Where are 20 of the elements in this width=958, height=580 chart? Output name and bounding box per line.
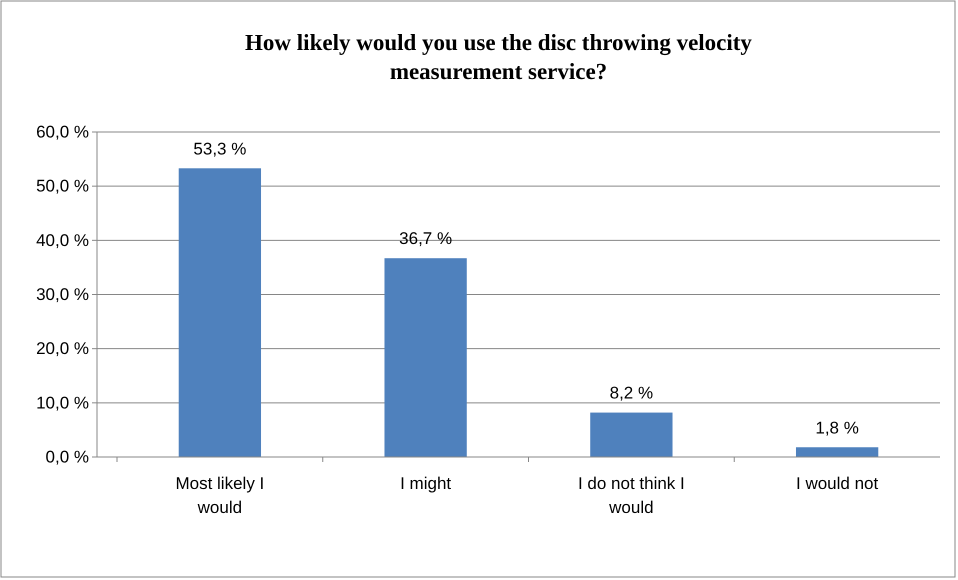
y-tick-label: 50,0 %	[36, 176, 89, 196]
data-label: 1,8 %	[815, 418, 859, 438]
y-tick-label: 30,0 %	[36, 284, 89, 304]
y-tick-label: 20,0 %	[36, 339, 89, 358]
bar	[384, 258, 467, 457]
bar	[178, 168, 262, 457]
y-tick-label: 0,0 %	[46, 447, 89, 466]
x-tick-label: I would not	[796, 474, 879, 493]
y-tick-label: 10,0 %	[36, 393, 89, 412]
y-tick-label: 60,0 %	[36, 122, 89, 142]
bar	[796, 447, 878, 457]
x-tick-label: I do not think I would	[578, 474, 685, 517]
bar	[590, 412, 673, 457]
y-tick-label: 40,0 %	[36, 230, 89, 250]
chart-title: How likely would you use the disc throwing velocity measurement service?	[245, 30, 752, 84]
data-label: 8,2 %	[610, 384, 654, 403]
data-label: 53,3 %	[193, 139, 246, 158]
x-tick-label: I might	[400, 474, 452, 493]
x-tick-label: Most likely I would	[175, 474, 264, 517]
data-label: 36,7 %	[399, 229, 452, 248]
